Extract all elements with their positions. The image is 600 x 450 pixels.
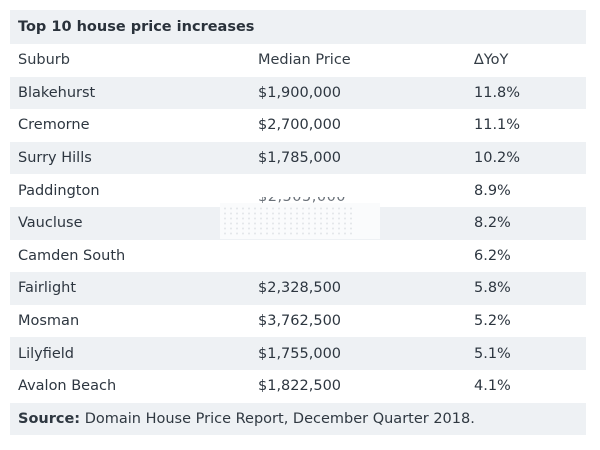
column-header-suburb: Suburb [18,52,70,69]
source-label: Source: [18,410,81,427]
yoy-cell: 5.2% [474,313,511,330]
table-row: Blakehurst $1,900,000 11.8% [10,76,586,110]
suburb-cell: Surry Hills [18,150,92,167]
suburb-cell: Paddington [18,182,100,199]
table-row: Cremorne $2,700,000 11.1% [10,109,586,142]
yoy-cell: 5.8% [474,280,511,297]
table-row: Lilyfield $1,755,000 5.1% [10,337,586,370]
suburb-cell: Camden South [18,247,126,264]
redaction-noise [222,206,352,236]
price-cell: $1,822,500 [258,378,342,395]
price-cell: $2,328,500 [258,280,342,297]
table-title-row: Top 10 house price increases [10,10,586,44]
suburb-cell: Fairlight [18,280,77,297]
column-header-yoy: ∆YoY [474,52,509,69]
table-footer-row: Source: Domain House Price Report, Decem… [10,402,586,435]
price-cell-partially-obscured: $2,505,000 [258,196,347,205]
yoy-cell: 6.2% [474,247,511,264]
suburb-cell: Vaucluse [18,215,83,232]
table-row: Mosman $3,762,500 5.2% [10,305,586,338]
table-row: Surry Hills $1,785,000 10.2% [10,141,586,175]
yoy-cell: 8.9% [474,182,511,199]
price-cell: $1,755,000 [258,345,342,362]
price-cell: $2,700,000 [258,117,342,134]
yoy-cell: 5.1% [474,345,511,362]
table-row: Fairlight $2,328,500 5.8% [10,272,586,305]
price-cell: $1,900,000 [258,84,342,101]
price-cell: $1,785,000 [258,150,342,167]
suburb-cell: Avalon Beach [18,378,117,395]
yoy-cell: 8.2% [474,215,511,232]
yoy-cell: 4.1% [474,378,511,395]
yoy-cell: 11.8% [474,84,521,101]
price-cell: $3,762,500 [258,313,342,330]
suburb-cell: Blakehurst [18,84,96,101]
suburb-cell: Mosman [18,313,80,330]
table-row: Avalon Beach $1,822,500 4.1% [10,370,586,403]
table-title: Top 10 house price increases [18,19,255,35]
table-row: Paddington $2,505,000 8.9% [10,174,586,207]
source-note: Source: Domain House Price Report, Decem… [18,411,475,427]
table-row: Camden South 6.2% [10,240,586,273]
table-header-row: Suburb Median Price ∆YoY [10,44,586,77]
source-text: Domain House Price Report, December Quar… [80,410,475,427]
yoy-cell: 11.1% [474,117,521,134]
suburb-cell: Cremorne [18,117,90,134]
yoy-cell: 10.2% [474,150,521,167]
price-table: Top 10 house price increases Suburb Medi… [10,10,586,435]
column-header-median-price: Median Price [258,52,351,69]
suburb-cell: Lilyfield [18,345,75,362]
